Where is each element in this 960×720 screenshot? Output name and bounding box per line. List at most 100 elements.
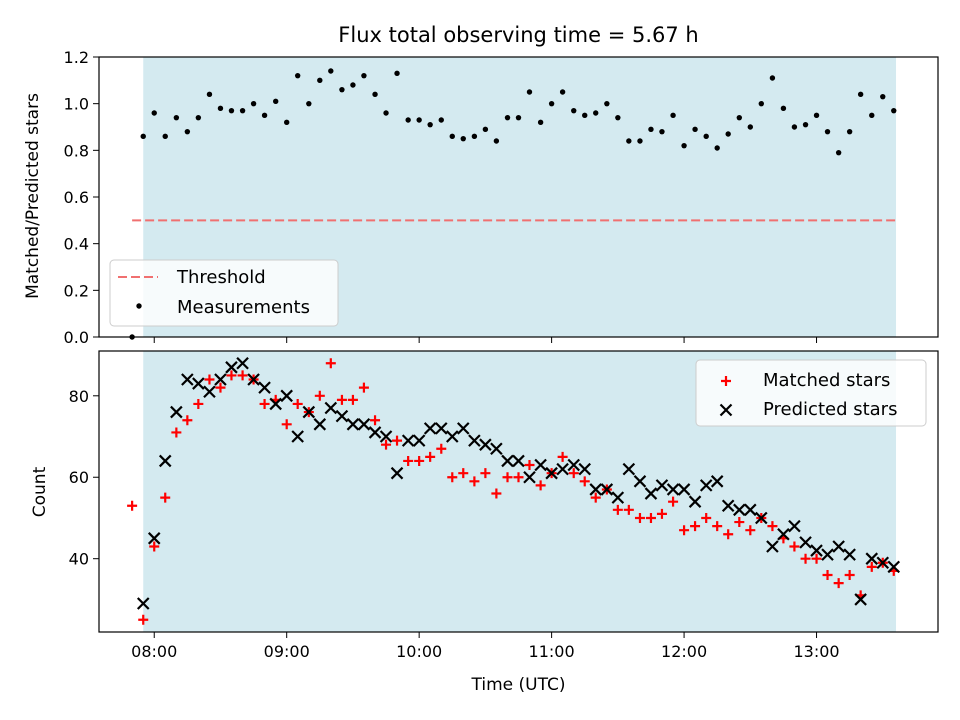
predicted-stars-point (733, 503, 746, 517)
matched-stars-point (645, 512, 656, 523)
predicted-stars-point (755, 511, 768, 525)
predicted-stars-point (412, 434, 426, 447)
matched-stars-point (822, 569, 833, 580)
matched-stars-point (160, 492, 171, 503)
matched-stars-point (425, 451, 436, 462)
x-tick-label: 09:00 (264, 642, 310, 661)
measurement-point (703, 133, 709, 140)
measurement-point (361, 72, 367, 79)
measurement-point (537, 119, 544, 126)
measurement-point (482, 126, 489, 133)
measurement-point (758, 100, 764, 107)
matched-stars-point (182, 415, 193, 426)
matched-stars-point (226, 370, 237, 381)
measurement-point (869, 112, 875, 119)
measurement-point (548, 100, 555, 107)
matched-stars-point (436, 443, 447, 454)
measurement-point (880, 93, 886, 100)
measurement-point (725, 131, 731, 137)
matched-stars-point (513, 472, 524, 483)
predicted-stars-point (214, 373, 227, 386)
measurement-point (571, 107, 577, 114)
predicted-stars-point (887, 560, 901, 574)
predicted-stars-point (147, 532, 161, 545)
legend-measurement-label: Measurements (177, 297, 310, 318)
matched-stars-point (138, 614, 149, 625)
predicted-stars-point (468, 434, 481, 447)
predicted-stars-point (456, 422, 470, 435)
measurement-point (692, 126, 698, 133)
predicted-stars-point (158, 454, 172, 468)
predicted-stars-point (379, 430, 393, 443)
predicted-stars-point (170, 405, 183, 419)
measurement-point (383, 110, 389, 116)
x-tick-label: 12:00 (661, 642, 707, 661)
matched-stars-point (381, 439, 392, 450)
predicted-stars-point (490, 442, 503, 456)
matched-stars-point (701, 512, 712, 523)
measurement-point (239, 107, 246, 114)
predicted-stars-point (589, 483, 603, 496)
measurement-point (173, 114, 180, 121)
predicted-stars-point (799, 536, 812, 549)
x-axis-label: Time (UTC) (471, 675, 566, 695)
measurement-point (791, 124, 798, 130)
predicted-stars-point (324, 401, 338, 415)
matched-stars-point (392, 435, 403, 446)
measurement-point (195, 114, 202, 121)
measurement-point (802, 121, 809, 128)
matched-stars-point (469, 476, 480, 487)
count-panel: 40 60 80 08:00 09:00 10:00 11:00 12:00 13:00 Matc… (69, 350, 939, 661)
matched-stars-point (193, 398, 204, 409)
matched-stars-point (866, 561, 877, 572)
legend-predicted-label: Predicted stars (763, 399, 897, 420)
measurement-point (493, 138, 500, 144)
y-tick-label: 0.6 (64, 188, 89, 207)
y-tick-label: 40 (69, 550, 89, 569)
predicted-stars-point (302, 405, 316, 419)
matched-stars-point (325, 358, 336, 369)
predicted-stars-point (335, 409, 349, 423)
matched-stars-point (712, 521, 723, 532)
matched-stars-point (480, 468, 491, 479)
legend: Threshold Measurements (109, 259, 339, 327)
legend-measurement-swatch (136, 303, 142, 309)
predicted-stars-point (611, 491, 625, 504)
legend-box (109, 259, 339, 327)
matched-stars-point (292, 398, 303, 409)
predicted-stars-point (390, 466, 404, 480)
matched-stars-point (314, 390, 325, 401)
measurement-point (294, 72, 301, 79)
predicted-stars-point (479, 438, 492, 451)
measurement-point (747, 124, 754, 130)
predicted-stars-point (445, 430, 459, 443)
predicted-stars-point (710, 475, 724, 488)
measurement-point (339, 86, 345, 93)
measurement-point (372, 91, 378, 98)
matched-stars-point (789, 541, 800, 552)
ratio-panel: 0.0 0.2 0.4 0.6 0.8 1.0 1.2 Threshold Measuremen… (64, 48, 939, 347)
matched-stars-point (336, 394, 347, 405)
predicted-stars-point (401, 434, 415, 447)
predicted-stars-point (346, 418, 360, 431)
predicted-stars-point (225, 361, 238, 374)
measurement-point (515, 114, 522, 121)
y-tick-label: 1.0 (64, 95, 89, 114)
matched-stars-point (414, 455, 425, 466)
matched-stars-point (612, 504, 623, 515)
measurement-point (780, 105, 787, 112)
predicted-stars-point (644, 487, 658, 500)
axes-frame (98, 350, 939, 633)
x-tick-label: 11:00 (529, 642, 575, 661)
predicted-stars-point (357, 418, 371, 431)
legend-box (695, 359, 927, 427)
predicted-stars-point (181, 373, 194, 386)
measurement-point (261, 112, 268, 119)
predicted-stars-point (203, 385, 216, 399)
matched-stars-point (833, 578, 844, 589)
y-axis-label-bottom: Count (30, 466, 50, 517)
matched-stars-point (723, 529, 734, 540)
predicted-stars-point (744, 503, 757, 517)
measurement-point (184, 128, 191, 135)
matched-stars-point (690, 521, 701, 532)
